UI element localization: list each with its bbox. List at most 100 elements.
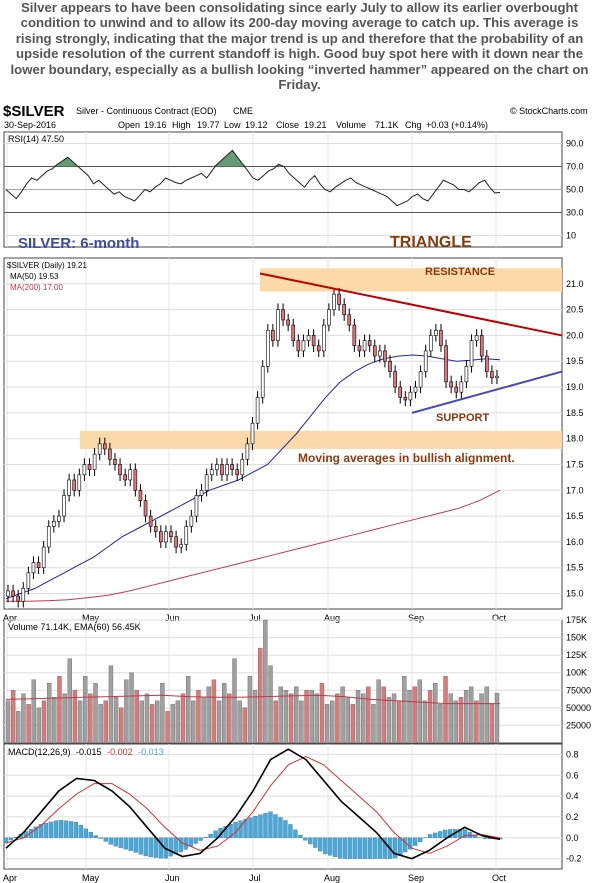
- volume-bar: [216, 700, 222, 744]
- macd-hist-bar: [368, 837, 373, 859]
- candle-body: [439, 329, 443, 347]
- candle-body: [26, 572, 31, 589]
- volume-bar: [335, 693, 340, 744]
- candle-body: [62, 495, 66, 517]
- volume-bar: [263, 619, 268, 744]
- macd-hist-bar: [178, 837, 183, 853]
- volume-grid: [4, 619, 562, 743]
- volume-bar: [155, 700, 160, 744]
- candle-body: [388, 360, 392, 372]
- close-value: 19.21: [304, 120, 327, 130]
- volume-tick-label: 150K: [566, 633, 587, 643]
- candle-body: [423, 350, 428, 372]
- low-label: Low: [224, 120, 241, 130]
- candle-body: [6, 590, 10, 597]
- candle-body: [148, 515, 153, 527]
- candle-body: [82, 464, 87, 476]
- macd-hist-bar: [83, 828, 88, 838]
- candle-body: [179, 544, 183, 548]
- candle-body: [332, 293, 336, 310]
- price-tick-label: 17.0: [566, 485, 584, 495]
- candle-body: [11, 590, 15, 597]
- candle-body: [393, 371, 397, 388]
- candle-body: [276, 309, 280, 341]
- macd-tick-label: -0.2: [566, 854, 582, 864]
- volume-bar: [366, 686, 371, 744]
- candle-body: [490, 371, 494, 379]
- volume-bar: [247, 676, 253, 744]
- macd-hist-bar: [58, 820, 64, 838]
- macd-hist-bar: [427, 834, 433, 838]
- volume-bar: [494, 692, 500, 744]
- macd-panel-frame: [3, 743, 563, 870]
- candle-body: [255, 397, 260, 424]
- macd-tick-label: 0.8: [566, 749, 579, 759]
- candle-body: [108, 448, 112, 460]
- candle-body: [77, 474, 82, 491]
- candle-body: [372, 345, 377, 357]
- candle-body: [322, 324, 326, 352]
- volume-bar: [314, 693, 320, 744]
- macd-legend: MACD(12,26,9) -0.015 -0.002 -0.013: [8, 747, 164, 757]
- macd-hist-bar: [133, 837, 138, 853]
- ma50-path: [5, 354, 501, 600]
- macd-hist-bar: [383, 837, 388, 859]
- volume-tick-label: 50000: [566, 703, 591, 713]
- candle-body: [418, 371, 423, 388]
- candle-body: [194, 495, 199, 517]
- volume-bar: [278, 686, 284, 744]
- rsi-tick-label: 90.0: [566, 139, 584, 149]
- close-label: Close: [276, 120, 299, 130]
- volume-bar: [26, 704, 31, 744]
- candle-body: [199, 489, 204, 496]
- volume-bar: [124, 679, 129, 744]
- macd-hist-bar: [168, 837, 173, 857]
- stockcharts-credit: © StockCharts.com: [510, 106, 588, 116]
- candle-body: [464, 366, 469, 383]
- macd-hist-bar: [293, 829, 298, 838]
- volume-bar: [242, 707, 247, 744]
- macd-hist-bar: [462, 829, 468, 838]
- candle-body: [265, 329, 270, 367]
- volume-bar: [474, 700, 479, 744]
- macd-legend-prefix: MACD(12,26,9): [8, 747, 71, 757]
- volume-bar: [340, 686, 345, 744]
- macd-legend-signal: -0.002: [107, 747, 133, 757]
- macd-hist-bar: [123, 837, 128, 850]
- candle-body: [286, 319, 290, 326]
- volume-bar: [201, 697, 206, 744]
- volume-bar: [221, 683, 227, 744]
- macd-hist-bar: [148, 837, 153, 858]
- macd-x-tick-labels: Apr May Jun Jul Aug Sep Oct: [3, 873, 507, 883]
- macd-hist-bar: [353, 837, 358, 859]
- macd-hist-bar: [408, 837, 413, 850]
- volume-bar: [294, 686, 299, 744]
- candle-body: [92, 453, 97, 470]
- candle-body: [413, 386, 418, 393]
- volume-bar: [206, 686, 211, 744]
- macd-hist-bar: [323, 837, 328, 855]
- volume-bar: [46, 683, 52, 744]
- macd-hist-bar: [343, 837, 348, 859]
- macd-tick-label: 0.2: [566, 812, 579, 822]
- volume-bar: [407, 690, 412, 744]
- volume-bar: [469, 686, 474, 744]
- moving-average-note: Moving averages in bullish alignment.: [298, 451, 515, 465]
- ma50-line: [5, 354, 501, 600]
- candle-body: [454, 386, 459, 393]
- volume-bar: [16, 711, 21, 744]
- volume-bar: [345, 697, 350, 744]
- candle-body: [102, 443, 107, 450]
- volume-bar: [165, 711, 170, 744]
- candle-body: [357, 345, 362, 352]
- macd-hist-bar: [318, 837, 323, 852]
- candle-body: [225, 464, 229, 476]
- candle-body: [133, 469, 138, 491]
- candle-body: [97, 443, 102, 455]
- volume-bar: [397, 700, 402, 744]
- macd-hist-bar: [273, 814, 278, 838]
- macd-signal-line: [5, 755, 501, 854]
- candle-body: [57, 515, 61, 522]
- macd-hist-bar: [118, 837, 123, 848]
- volume-bar: [412, 686, 417, 744]
